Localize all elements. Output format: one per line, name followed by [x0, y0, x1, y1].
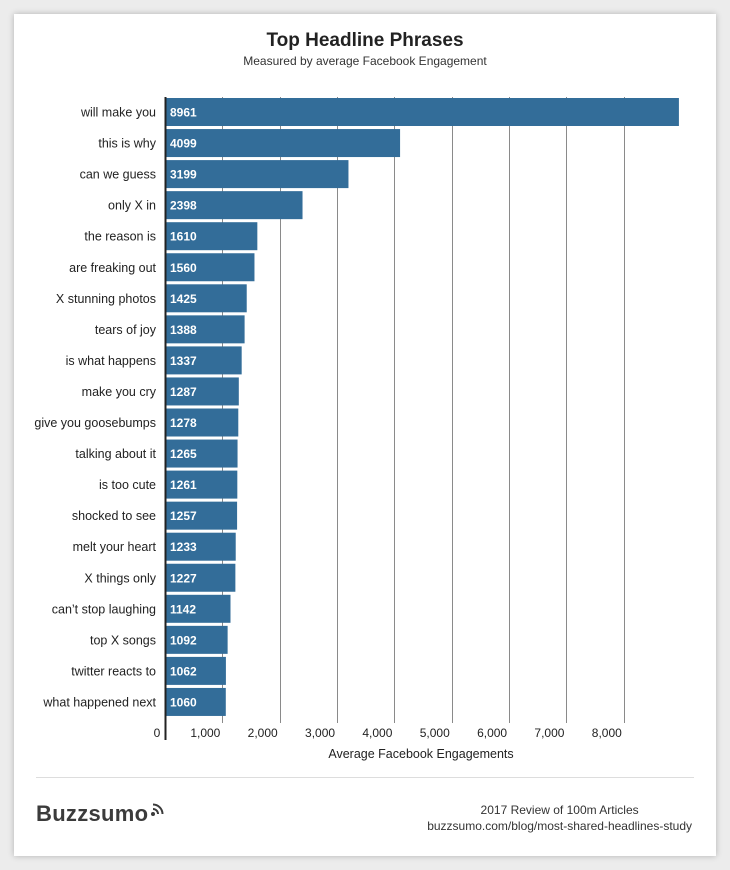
bar [165, 253, 255, 282]
brand-logo: Buzzsumo [36, 801, 166, 827]
category-label: this is why [98, 137, 156, 151]
bar [165, 625, 228, 654]
category-label: X things only [84, 571, 156, 585]
category-label: are freaking out [69, 261, 156, 275]
data-label: 1062 [170, 664, 197, 678]
data-label: 1560 [170, 261, 197, 275]
bar [165, 377, 239, 406]
category-label: top X songs [90, 633, 156, 647]
chart-title: Top Headline Phrases [266, 30, 464, 51]
category-label: the reason is [84, 230, 156, 244]
x-axis-title: Average Facebook Engagements [328, 747, 513, 761]
brand-name: Buzzsumo [36, 801, 149, 826]
bar [165, 501, 238, 530]
data-label: 8961 [170, 106, 197, 120]
x-tick-label: 2,000 [248, 726, 278, 740]
category-label: talking about it [75, 447, 156, 461]
category-label: shocked to see [72, 509, 156, 523]
signal-waves-icon [151, 803, 164, 816]
bar [165, 656, 226, 685]
category-label: will make you [80, 106, 156, 120]
data-label: 1092 [170, 633, 197, 647]
data-label: 1265 [170, 447, 197, 461]
bar [165, 98, 679, 126]
category-label: can’t stop laughing [52, 602, 156, 616]
category-label: only X in [108, 199, 156, 213]
category-label: is too cute [99, 478, 156, 492]
footer-credit: 2017 Review of 100m Articles buzzsumo.co… [427, 802, 692, 834]
bar [165, 315, 245, 344]
data-label: 1287 [170, 385, 197, 399]
data-label: 1142 [170, 602, 196, 616]
data-label: 1227 [170, 571, 197, 585]
bar [165, 532, 236, 561]
data-label: 1257 [170, 509, 197, 523]
category-label: X stunning photos [56, 292, 156, 306]
bar [165, 160, 349, 189]
data-label: 4099 [170, 137, 197, 151]
category-label: tears of joy [95, 323, 157, 337]
category-label: melt your heart [73, 540, 157, 554]
footer-divider [36, 777, 694, 778]
x-tick-label: 5,000 [420, 726, 450, 740]
bar [165, 222, 258, 251]
bar [165, 439, 238, 468]
bar [165, 191, 303, 220]
data-label: 1388 [170, 323, 197, 337]
x-tick-label: 8,000 [592, 726, 622, 740]
bar-chart: will make you 8961 this is why 4099 can we g… [34, 97, 679, 761]
category-label: is what happens [66, 354, 156, 368]
x-tick-label: 3,000 [305, 726, 335, 740]
x-tick-label: 4,000 [362, 726, 392, 740]
data-label: 3199 [170, 168, 197, 182]
bar [165, 346, 242, 375]
data-label: 1278 [170, 416, 197, 430]
bar [165, 284, 247, 313]
bar [165, 563, 236, 592]
footer-url: buzzsumo.com/blog/most-shared-headlines-… [427, 819, 692, 833]
data-label: 1233 [170, 540, 197, 554]
bar [165, 129, 401, 158]
category-label: can we guess [80, 168, 156, 182]
data-label: 1610 [170, 230, 197, 244]
category-label: make you cry [82, 385, 157, 399]
data-label: 1261 [170, 478, 197, 492]
x-tick-label: 0 [154, 726, 161, 740]
x-tick-label: 1,000 [190, 726, 220, 740]
bar [165, 470, 238, 499]
bar [165, 687, 226, 716]
bar [165, 408, 239, 437]
footer-review-line: 2017 Review of 100m Articles [480, 803, 639, 817]
data-label: 1337 [170, 354, 197, 368]
data-label: 2398 [170, 199, 197, 213]
data-label: 1425 [170, 292, 197, 306]
chart-subtitle: Measured by average Facebook Engagement [243, 54, 487, 68]
data-label: 1060 [170, 695, 197, 709]
x-tick-label: 6,000 [477, 726, 507, 740]
x-tick-label: 7,000 [534, 726, 564, 740]
category-label: give you goosebumps [34, 416, 156, 430]
bar [165, 594, 231, 623]
category-label: what happened next [42, 695, 156, 709]
category-label: twitter reacts to [71, 664, 156, 678]
